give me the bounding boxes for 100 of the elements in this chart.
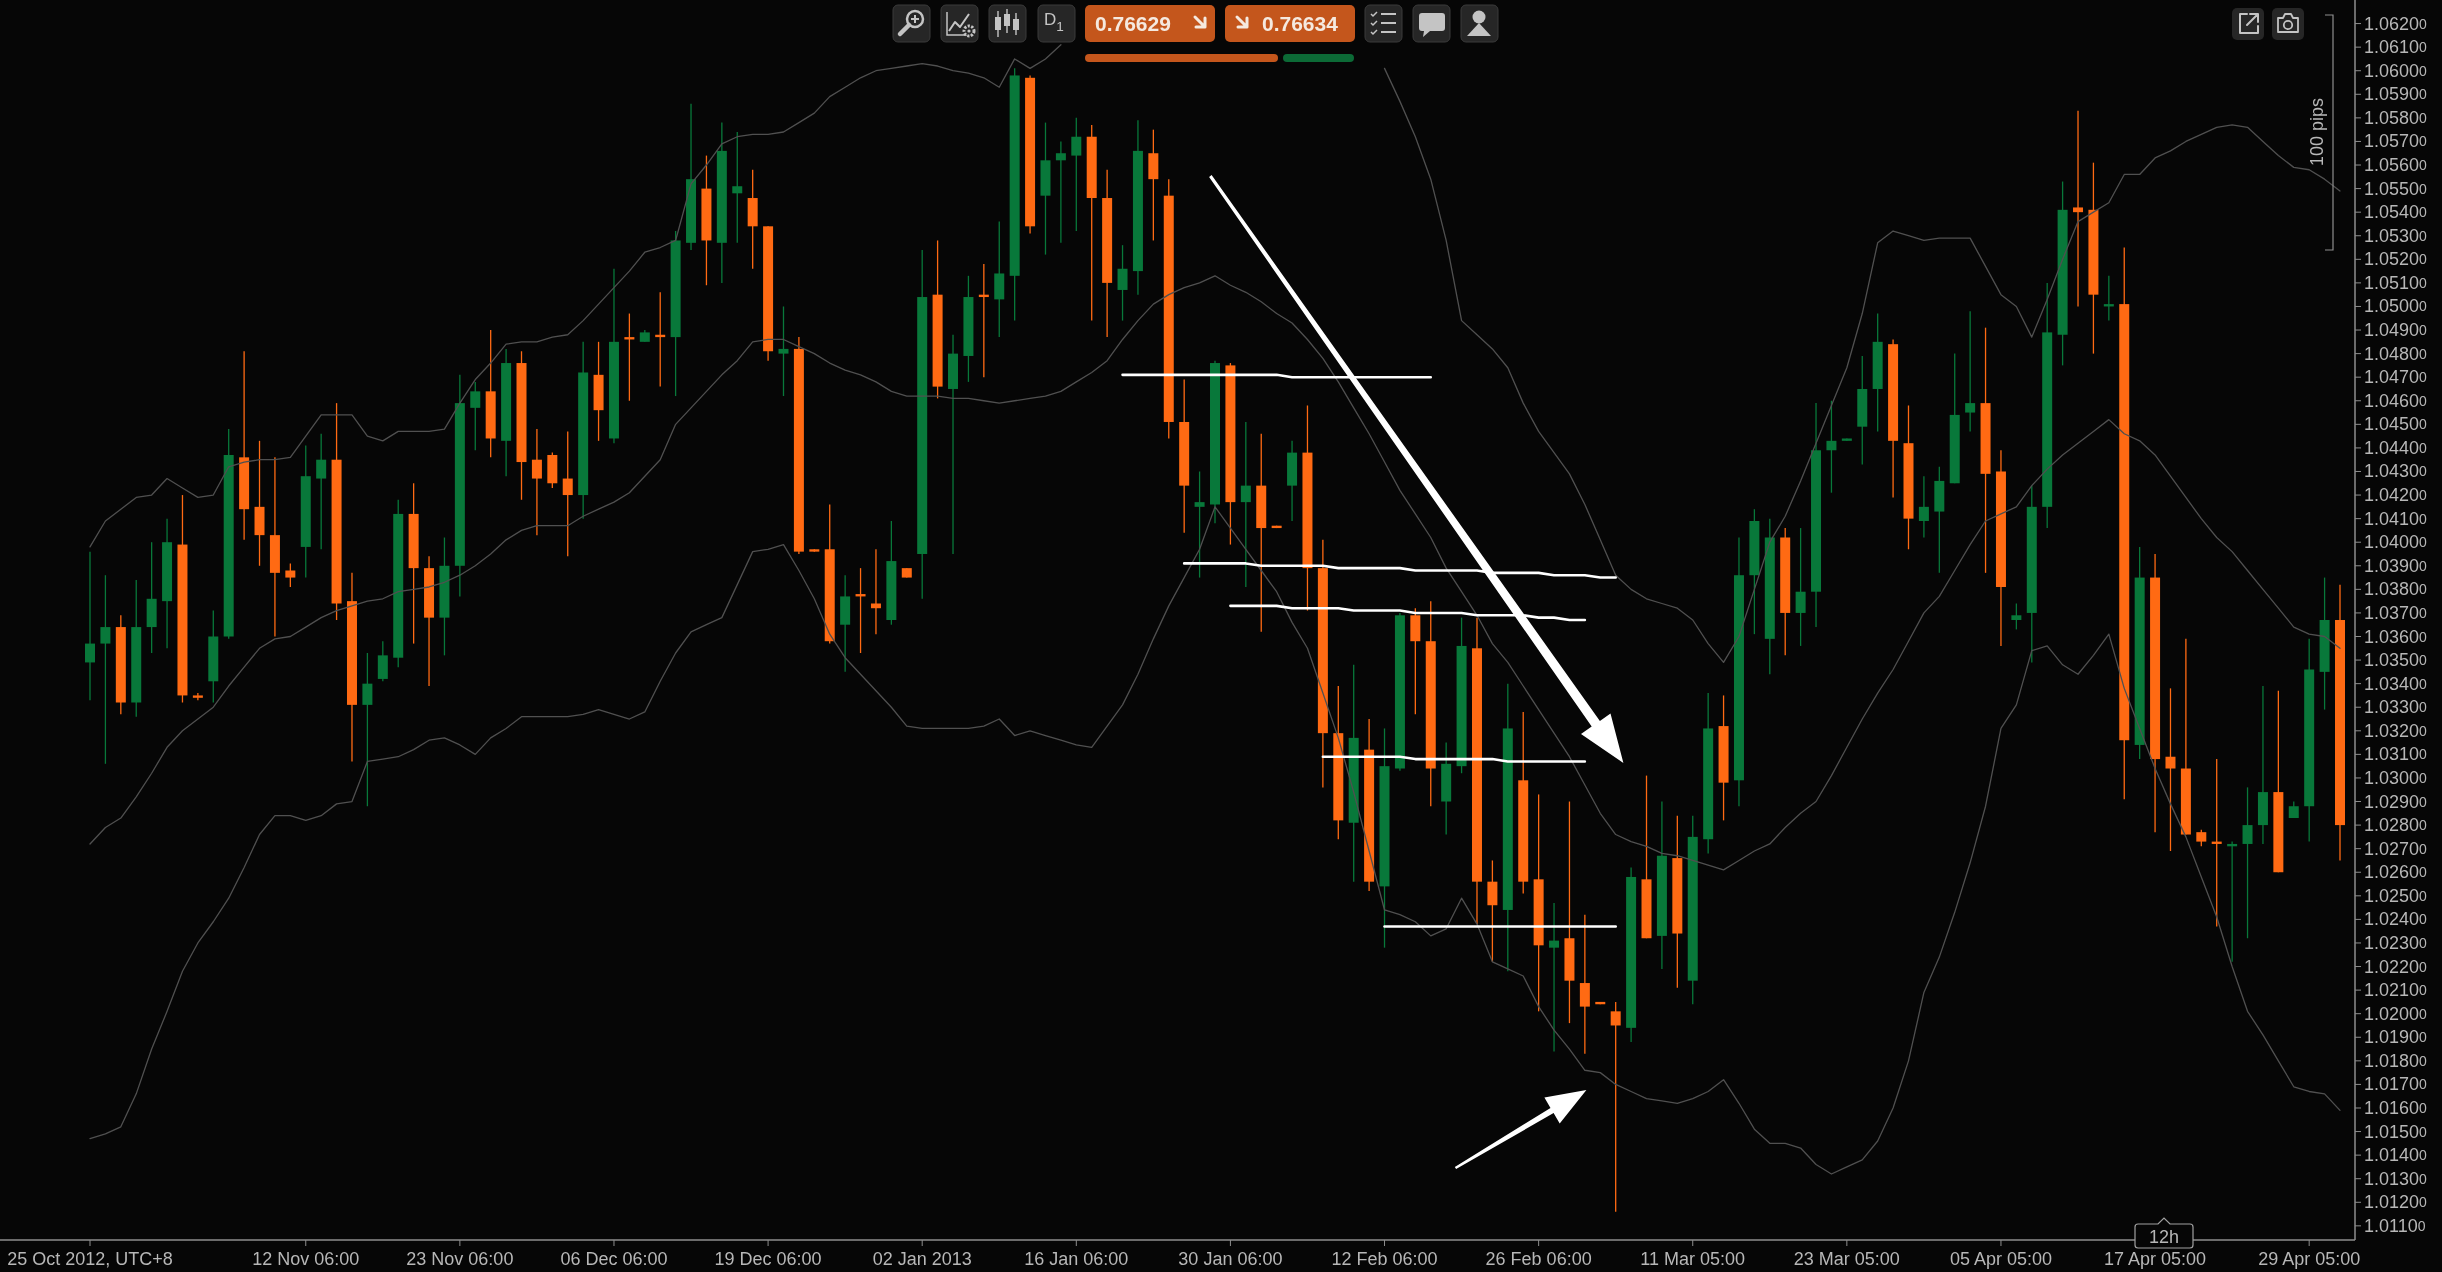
x-tick-label: 17 Apr 05:00 [2104, 1249, 2207, 1269]
y-tick-label: 1.01300 [2364, 1168, 2428, 1189]
candlestick [778, 305, 789, 397]
y-tick-label: 1.03600 [2364, 626, 2428, 647]
y-tick-label: 1.03200 [2364, 720, 2428, 741]
annotation: 100 pips [2307, 97, 2327, 167]
x-tick-label: 23 Mar 05:00 [1793, 1249, 1900, 1269]
y-tick-label: 1.05700 [2364, 131, 2428, 152]
y-tick-label: 1.05500 [2364, 178, 2428, 199]
y-tick-label: 1.03900 [2364, 555, 2428, 576]
y-tick-label: 1.06100 [2364, 37, 2428, 58]
candlestick [1071, 117, 1082, 232]
y-tick-label: 1.04700 [2364, 367, 2428, 388]
candlestick [1240, 421, 1251, 588]
y-tick-label: 1.04500 [2364, 414, 2428, 435]
y-tick-label: 1.03000 [2364, 767, 2428, 788]
y-tick-label: 1.05200 [2364, 249, 2428, 270]
y-tick-label: 1.02800 [2364, 815, 2428, 836]
y-tick-label: 1.01200 [2364, 1192, 2428, 1213]
y-tick-label: 1.05400 [2364, 202, 2428, 223]
candlestick [562, 430, 573, 557]
y-tick-label: 1.01500 [2364, 1121, 2428, 1142]
buy-button: 0.76634 [1225, 5, 1355, 42]
candlestick [85, 550, 95, 701]
annotation: 0.76629 [1095, 12, 1171, 35]
sell-button: 0.76629 [1085, 5, 1215, 42]
y-tick-label: 1.01600 [2364, 1097, 2428, 1118]
candlestick [870, 548, 881, 635]
y-tick-label: 1.01900 [2364, 1027, 2428, 1048]
candlestick [1117, 244, 1128, 322]
y-tick-label: 1.06200 [2364, 13, 2428, 34]
x-tick-label: 12 Nov 06:00 [252, 1249, 360, 1269]
y-tick-label: 1.04600 [2364, 390, 2428, 411]
y-tick-label: 1.04200 [2364, 485, 2428, 506]
annotation: 12h [2148, 1227, 2180, 1247]
y-tick-label: 1.03100 [2364, 744, 2428, 765]
x-tick-label: 23 Nov 06:00 [406, 1249, 514, 1269]
y-tick-label: 1.02500 [2364, 885, 2428, 906]
candlestick [377, 640, 388, 682]
candlestick [2165, 687, 2176, 852]
x-tick-label: 30 Jan 06:00 [1178, 1249, 1283, 1269]
x-tick-label: 29 Apr 05:00 [2258, 1249, 2361, 1269]
x-tick-label: 26 Feb 06:00 [1485, 1249, 1592, 1269]
y-tick-label: 1.02600 [2364, 862, 2428, 883]
y-tick-label: 1.04100 [2364, 508, 2428, 529]
candlestick [1965, 310, 1976, 433]
candlestick [732, 131, 743, 244]
y-tick-label: 1.04900 [2364, 320, 2428, 341]
y-tick-label: 1.01100 [2364, 1215, 2426, 1236]
candlestick [316, 433, 327, 550]
x-tick-label: 25 Oct 2012, UTC+8 [7, 1249, 173, 1269]
y-tick-label: 1.05300 [2364, 225, 2428, 246]
candlestick [1918, 475, 1929, 539]
period-button: D$_{1}$ [1037, 4, 1076, 43]
annotation: 0.76634 [1262, 12, 1339, 35]
y-tick-label: 1.01400 [2364, 1145, 2428, 1166]
y-tick-label: 1.02400 [2364, 909, 2428, 930]
candlestick [1549, 902, 1560, 1053]
y-tick-label: 1.06000 [2364, 60, 2428, 81]
x-tick-label: 11 Mar 05:00 [1640, 1249, 1746, 1269]
y-tick-label: 1.04300 [2364, 461, 2428, 482]
line-series [89, 275, 2341, 871]
candlestick [2011, 602, 2022, 631]
candlestick [1610, 1001, 1621, 1213]
candlestick [1487, 859, 1498, 963]
y-tick-label: 1.05100 [2364, 272, 2428, 293]
y-tick-label: 1.03300 [2364, 697, 2428, 718]
x-tick-label: 05 Apr 05:00 [1949, 1249, 2053, 1269]
y-tick-label: 1.04400 [2364, 437, 2428, 458]
y-tick-label: 1.04000 [2364, 532, 2428, 553]
x-tick-label: 02 Jan 2013 [872, 1249, 972, 1269]
candlestick [1579, 914, 1590, 1055]
candlestick [100, 574, 111, 765]
y-tick-label: 1.02100 [2364, 980, 2428, 1001]
y-tick-label: 1.05600 [2364, 155, 2428, 176]
y-tick-label: 1.05000 [2364, 296, 2428, 317]
annotation: D$_{1}$ [1044, 10, 1064, 34]
y-tick-label: 1.01800 [2364, 1050, 2428, 1071]
candlestick [1826, 400, 1837, 494]
y-tick-label: 1.05900 [2364, 84, 2428, 105]
x-tick-label: 12 Feb 06:00 [1331, 1249, 1438, 1269]
candlestick [2073, 110, 2084, 308]
candlestick [1795, 527, 1806, 647]
candlestick [362, 652, 373, 807]
x-tick-label: 16 Jan 06:00 [1024, 1249, 1129, 1269]
y-tick-label: 1.05800 [2364, 107, 2428, 128]
y-tick-label: 1.02200 [2364, 956, 2428, 977]
y-tick-label: 1.01700 [2364, 1074, 2428, 1095]
line-series [1229, 604, 1587, 622]
y-tick-label: 1.02300 [2364, 932, 2428, 953]
candlestick [1055, 140, 1066, 244]
y-tick-label: 1.03500 [2364, 650, 2428, 671]
line-series [89, 506, 2341, 1175]
candlestick [470, 381, 481, 451]
candlestick [531, 428, 542, 536]
candlestick [285, 562, 296, 588]
y-tick-label: 1.04800 [2364, 343, 2428, 364]
y-tick-label: 1.03400 [2364, 673, 2428, 694]
y-tick-label: 1.02000 [2364, 1003, 2428, 1024]
candlestick [2242, 786, 2253, 939]
